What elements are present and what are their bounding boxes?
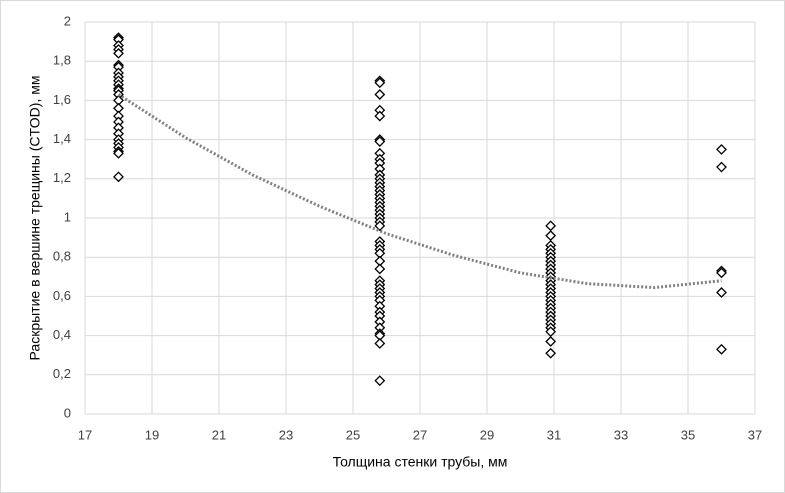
y-tick-label: 1,4 bbox=[53, 131, 71, 146]
point bbox=[716, 343, 727, 355]
point bbox=[113, 147, 124, 159]
y-tick-label: 1,8 bbox=[53, 53, 71, 68]
point bbox=[374, 220, 386, 232]
point bbox=[374, 338, 386, 349]
point bbox=[374, 263, 386, 275]
point bbox=[113, 47, 124, 59]
x-tick-label: 19 bbox=[145, 427, 159, 442]
x-tick-label: 37 bbox=[748, 427, 762, 442]
x-tick-label: 21 bbox=[212, 427, 226, 442]
x-tick-label: 29 bbox=[480, 427, 494, 442]
point bbox=[716, 287, 727, 298]
x-tick-label: 27 bbox=[413, 427, 427, 442]
point bbox=[374, 375, 386, 387]
point bbox=[374, 136, 386, 147]
point bbox=[374, 77, 386, 89]
point bbox=[545, 347, 557, 359]
x-tick-label: 33 bbox=[614, 427, 628, 442]
x-tick-label: 31 bbox=[547, 427, 561, 442]
point bbox=[716, 161, 727, 173]
point bbox=[374, 110, 386, 122]
point bbox=[545, 336, 557, 347]
x-tick-label: 25 bbox=[346, 427, 360, 442]
x-axis-title: Толщина стенки трубы, мм bbox=[333, 454, 508, 470]
point bbox=[716, 267, 727, 279]
y-tick-label: 0,2 bbox=[53, 366, 71, 381]
y-tick-label: 0,6 bbox=[53, 288, 71, 303]
x-tick-label: 35 bbox=[681, 427, 695, 442]
y-tick-label: 0,8 bbox=[53, 249, 71, 264]
y-tick-label: 1 bbox=[64, 209, 71, 224]
y-axis-title: Раскрытие в вершине трещины (CTOD), мм bbox=[27, 76, 43, 361]
y-tick-label: 0 bbox=[64, 405, 71, 420]
y-tick-label: 1,2 bbox=[53, 170, 71, 185]
x-tick-label: 17 bbox=[78, 427, 92, 442]
x-tick-label: 23 bbox=[279, 427, 293, 442]
point bbox=[113, 171, 124, 183]
y-tick-label: 2 bbox=[64, 13, 71, 28]
point bbox=[374, 89, 386, 100]
point bbox=[716, 143, 727, 155]
y-tick-label: 0,4 bbox=[53, 327, 71, 342]
y-tick-label: 1,6 bbox=[53, 92, 71, 107]
trend-line bbox=[117, 93, 722, 290]
